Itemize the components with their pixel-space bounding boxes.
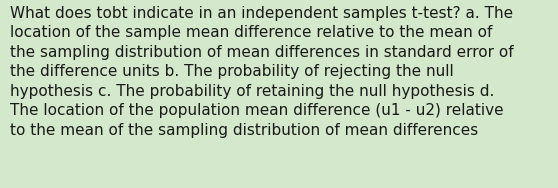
Text: What does tobt indicate in an independent samples t-test? a. The
location of the: What does tobt indicate in an independen… (10, 6, 514, 138)
